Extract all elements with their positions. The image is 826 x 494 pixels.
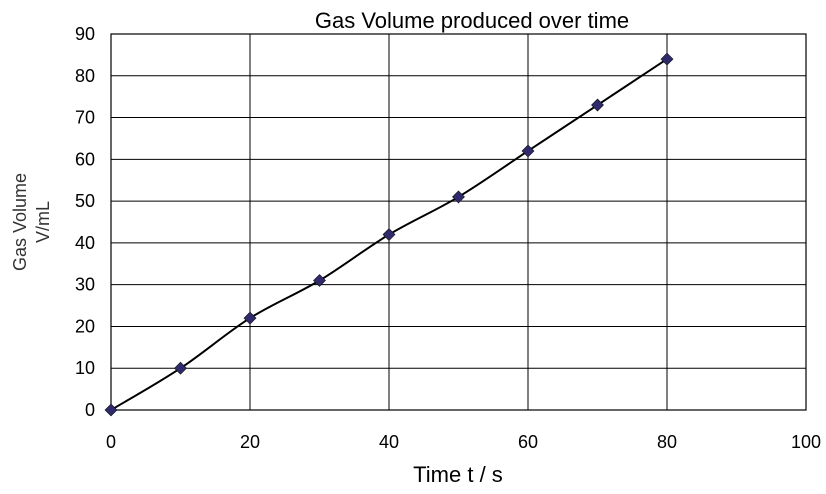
x-tick-label: 100	[791, 432, 821, 452]
data-point-marker	[244, 312, 256, 324]
chart-title: Gas Volume produced over time	[315, 8, 629, 33]
y-tick-label: 40	[75, 233, 95, 253]
x-tick-label: 0	[106, 432, 116, 452]
y-axis-label-line-2: V/mL	[33, 201, 53, 243]
x-tick-labels: 0 20 40 60 80 100	[106, 432, 821, 452]
x-tick-label: 60	[518, 432, 538, 452]
y-axis-label-line-1: Gas Volume	[10, 173, 30, 271]
x-axis-label: Time t / s	[413, 462, 503, 487]
y-tick-label: 70	[75, 108, 95, 128]
y-tick-label: 90	[75, 24, 95, 44]
y-tick-label: 0	[85, 400, 95, 420]
plot-area	[111, 34, 806, 410]
x-tick-label: 80	[657, 432, 677, 452]
y-tick-label: 20	[75, 316, 95, 336]
y-tick-label: 60	[75, 149, 95, 169]
data-point-marker	[383, 229, 395, 241]
gridlines	[111, 34, 806, 410]
x-tick-label: 20	[240, 432, 260, 452]
data-point-marker	[661, 53, 673, 65]
data-point-marker	[105, 404, 117, 416]
y-tick-label: 80	[75, 66, 95, 86]
data-point-marker	[175, 362, 187, 374]
y-tick-label: 30	[75, 275, 95, 295]
data-point-marker	[522, 145, 534, 157]
y-tick-label: 50	[75, 191, 95, 211]
data-point-marker	[592, 99, 604, 111]
x-tick-label: 40	[379, 432, 399, 452]
y-tick-labels: 0 10 20 30 40 50 60 70 80 90	[75, 24, 95, 420]
y-tick-label: 10	[75, 358, 95, 378]
